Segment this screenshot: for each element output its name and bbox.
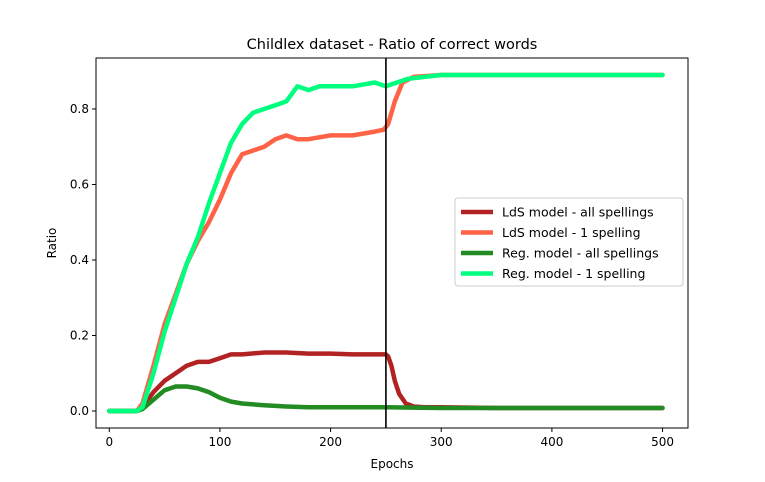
- plot-frame: [95, 57, 689, 429]
- legend-label: LdS model - 1 spelling: [502, 225, 641, 240]
- legend-label: Reg. model - 1 spelling: [502, 266, 645, 281]
- y-tick-label: 0.6: [70, 177, 89, 191]
- x-tick-label: 200: [319, 435, 342, 449]
- legend-box: [454, 197, 684, 287]
- x-tick-label: 0: [105, 435, 113, 449]
- legend-label: LdS model - all spellings: [502, 205, 654, 220]
- x-axis: 0 100 200 300 400 500: [105, 428, 674, 449]
- x-axis-label: Epochs: [371, 457, 414, 471]
- plot-area: [95, 57, 689, 429]
- y-tick-label: 0.2: [70, 329, 89, 343]
- series-line-3: [107, 384, 665, 414]
- legend: LdS model - all spellings LdS model - 1 s…: [454, 197, 684, 287]
- x-tick-label: 300: [430, 435, 453, 449]
- series-line-4: [107, 72, 665, 414]
- legend-label: Reg. model - all spellings: [502, 246, 659, 261]
- x-tick-label: 500: [651, 435, 674, 449]
- x-tick-label: 100: [208, 435, 231, 449]
- chart-title: Childlex dataset - Ratio of correct word…: [247, 37, 538, 53]
- y-axis: 0.0 0.2 0.4 0.6 0.8: [70, 102, 96, 418]
- y-axis-label: Ratio: [45, 228, 59, 259]
- y-tick-label: 0.8: [70, 102, 89, 116]
- y-tick-label: 0.0: [70, 404, 89, 418]
- x-tick-label: 400: [540, 435, 563, 449]
- y-tick-label: 0.4: [70, 253, 89, 267]
